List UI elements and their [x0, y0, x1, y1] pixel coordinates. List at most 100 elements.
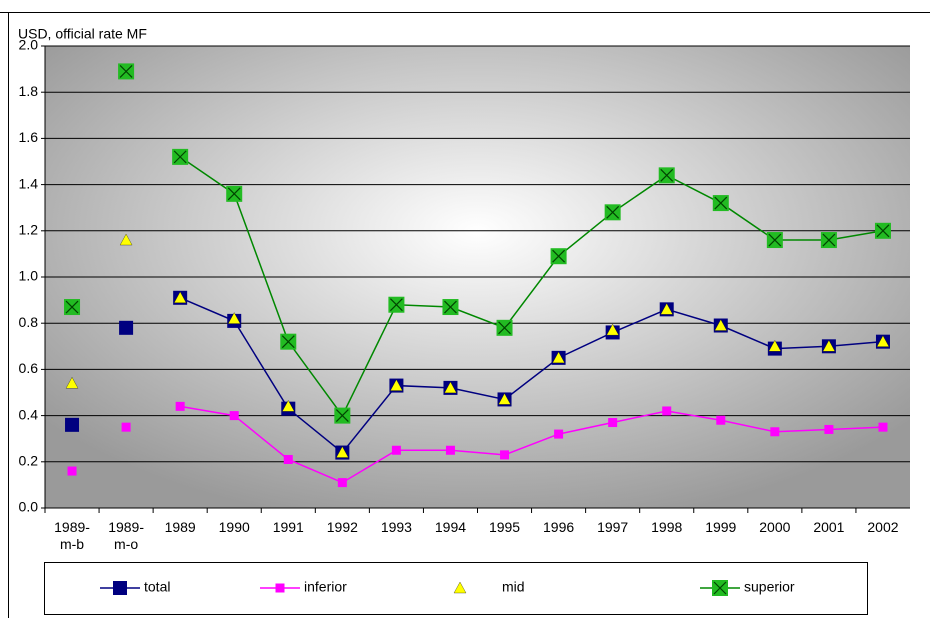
marker-cross [876, 224, 890, 238]
marker [606, 323, 619, 336]
x-tick-label-box: 1993 [380, 519, 412, 535]
marker [766, 232, 783, 249]
marker [337, 478, 347, 488]
marker [500, 450, 510, 460]
marker [175, 401, 185, 411]
y-axis-label: USD, official rate MF [18, 26, 147, 42]
marker [878, 422, 888, 432]
marker [712, 195, 729, 212]
marker [172, 148, 189, 165]
x-tick-label: 2000 [759, 519, 791, 535]
x-tick-label: 1993 [380, 519, 412, 535]
marker-cross [660, 168, 674, 182]
marker [113, 581, 127, 595]
marker [716, 415, 726, 425]
marker [770, 427, 780, 437]
marker [390, 379, 403, 391]
marker [275, 583, 285, 593]
x-tick-label-box: 1997 [597, 519, 629, 535]
marker [662, 406, 672, 416]
legend-label: superior [744, 579, 795, 595]
marker [554, 429, 564, 439]
y-tick-label: 0.0 [19, 499, 39, 515]
marker [282, 400, 295, 412]
marker [334, 407, 351, 424]
marker-cross [335, 409, 349, 423]
x-tick-label-box: 1995 [488, 519, 521, 535]
marker [64, 299, 81, 316]
x-tick-label: 1994 [434, 519, 467, 535]
marker [445, 445, 455, 455]
series-line [179, 156, 884, 418]
marker-cross [281, 335, 295, 349]
marker [118, 63, 135, 80]
marker [226, 185, 243, 202]
y-tick-label: 0.2 [19, 453, 39, 469]
x-tick-label: 1992 [326, 519, 358, 535]
x-tick-label-box: 2002 [867, 519, 898, 535]
marker [444, 381, 457, 394]
marker [67, 466, 77, 476]
x-tick-label-box: 1989-m-b [54, 519, 90, 552]
x-tick-label-box: 1989-m-o [108, 519, 144, 552]
marker [712, 580, 728, 596]
x-tick-label-box: 1999 [705, 519, 737, 535]
marker [822, 339, 836, 352]
marker-cross [498, 321, 511, 335]
marker [768, 339, 782, 352]
marker [336, 446, 349, 458]
marker [442, 299, 459, 316]
marker-cross [119, 64, 133, 78]
marker [65, 376, 79, 389]
x-tick-label: 1996 [543, 519, 575, 535]
marker [608, 418, 618, 428]
x-tick-label-box: 1994 [434, 519, 467, 535]
legend-label: total [144, 579, 170, 595]
x-tick-label: 1995 [488, 519, 521, 535]
marker [453, 581, 467, 594]
x-tick-label: 2001 [813, 519, 845, 535]
x-tick-label-box: 1996 [543, 519, 575, 535]
marker-cross [713, 581, 727, 595]
x-tick-label: 1997 [597, 519, 629, 535]
marker-cross [768, 233, 782, 247]
marker [876, 335, 890, 347]
marker [388, 296, 405, 313]
y-tick-label: 0.6 [19, 360, 39, 376]
x-tick-label-box: 1989 [165, 519, 196, 535]
series-line [180, 405, 884, 484]
marker [391, 445, 401, 455]
marker [498, 393, 511, 405]
marker-cross [227, 187, 241, 201]
x-tick-label: 1989-m-b [54, 519, 90, 552]
marker-cross [444, 300, 457, 314]
marker-cross [65, 300, 79, 314]
y-tick-label: 1.0 [19, 268, 39, 284]
marker [658, 167, 675, 184]
x-tick-label: 1991 [272, 519, 304, 535]
x-tick-label: 1990 [218, 519, 250, 535]
x-tick-label: 1998 [651, 519, 683, 535]
marker-cross [714, 196, 728, 210]
y-tick-label: 0.8 [19, 314, 39, 330]
marker [820, 232, 837, 249]
x-tick-label: 1989-m-o [108, 519, 144, 552]
marker [874, 222, 891, 239]
y-tick-label: 1.2 [19, 222, 39, 238]
y-tick-label: 0.4 [19, 406, 39, 422]
marker [119, 320, 134, 335]
x-tick-label: 1999 [705, 519, 737, 535]
marker [173, 291, 187, 303]
x-tick-label-box: 1992 [326, 519, 358, 535]
x-tick-label-box: 1990 [218, 519, 250, 535]
marker [229, 411, 239, 421]
marker-cross [822, 233, 836, 247]
marker [121, 422, 131, 432]
legend-label: inferior [304, 579, 347, 595]
legend-label: mid [502, 579, 525, 595]
marker [496, 319, 513, 336]
marker [65, 417, 80, 432]
x-tick-label-box: 1998 [651, 519, 683, 535]
